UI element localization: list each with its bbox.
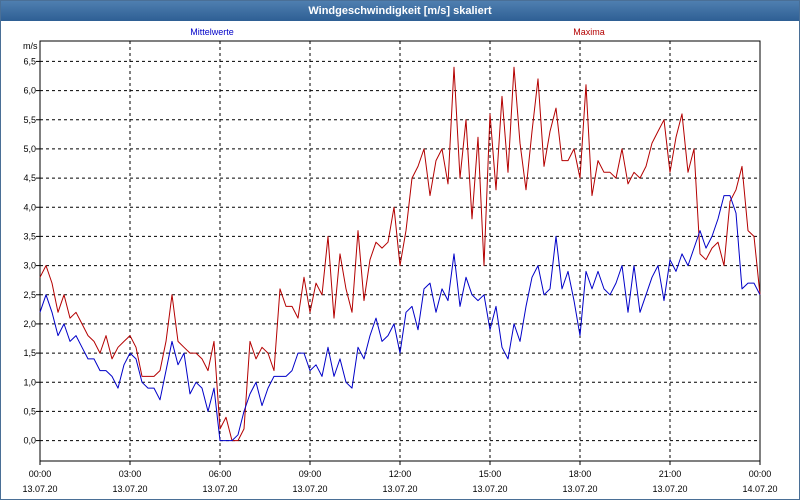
y-tick-label: 1,0: [23, 377, 36, 387]
y-tick-label: 6,5: [23, 56, 36, 66]
x-tick-date: 13.07.20: [562, 484, 597, 494]
y-tick-label: 5,5: [23, 115, 36, 125]
legend-maxima: Maxima: [573, 27, 605, 37]
y-tick-label: 6,0: [23, 86, 36, 96]
series-line-mittelwerte: [39, 195, 761, 442]
series-group: [39, 66, 761, 442]
y-tick-label: 2,5: [23, 290, 36, 300]
y-axis-label: m/s: [23, 41, 38, 51]
y-tick-label: 5,0: [23, 144, 36, 154]
x-tick-date: 13.07.20: [22, 484, 57, 494]
x-tick-time: 09:00: [299, 469, 322, 479]
wind-speed-chart: 0,0 0,5 1,0 1,5 2,0 2,5 3,0 3,5 4,0 4,5 5,0 5,5 6,0 6…: [22, 27, 778, 494]
y-tick-label: 3,5: [23, 231, 36, 241]
x-axis: 00:00 13.07.20 03:00 13.07.20 06:00 13.07.20 0…: [22, 461, 778, 494]
x-tick-time: 06:00: [209, 469, 232, 479]
x-tick-date: 13.07.20: [112, 484, 147, 494]
x-tick-time: 21:00: [659, 469, 682, 479]
grid: [40, 41, 760, 461]
y-tick-label: 0,5: [23, 406, 36, 416]
y-tick-label: 2,0: [23, 319, 36, 329]
y-axis: 0,0 0,5 1,0 1,5 2,0 2,5 3,0 3,5 4,0 4,5 5,0 5,5 6,0 6…: [23, 56, 40, 446]
x-tick-date: 13.07.20: [472, 484, 507, 494]
y-tick-label: 4,0: [23, 202, 36, 212]
y-tick-label: 0,0: [23, 436, 36, 446]
x-tick-date: 13.07.20: [202, 484, 237, 494]
x-tick-time: 18:00: [569, 469, 592, 479]
y-tick-label: 1,5: [23, 348, 36, 358]
x-tick-time: 12:00: [389, 469, 412, 479]
x-tick-time: 00:00: [749, 469, 772, 479]
series-line-maxima: [39, 66, 761, 442]
x-tick-date: 14.07.20: [742, 484, 777, 494]
x-tick-date: 13.07.20: [292, 484, 327, 494]
y-tick-label: 4,5: [23, 173, 36, 183]
x-tick-date: 13.07.20: [652, 484, 687, 494]
x-tick-time: 03:00: [119, 469, 142, 479]
y-tick-label: 3,0: [23, 261, 36, 271]
window-title: Windgeschwindigkeit [m/s] skaliert: [1, 1, 799, 21]
legend-mittelwerte: Mittelwerte: [190, 27, 234, 37]
x-tick-date: 13.07.20: [382, 484, 417, 494]
x-tick-time: 15:00: [479, 469, 502, 479]
x-tick-time: 00:00: [29, 469, 52, 479]
